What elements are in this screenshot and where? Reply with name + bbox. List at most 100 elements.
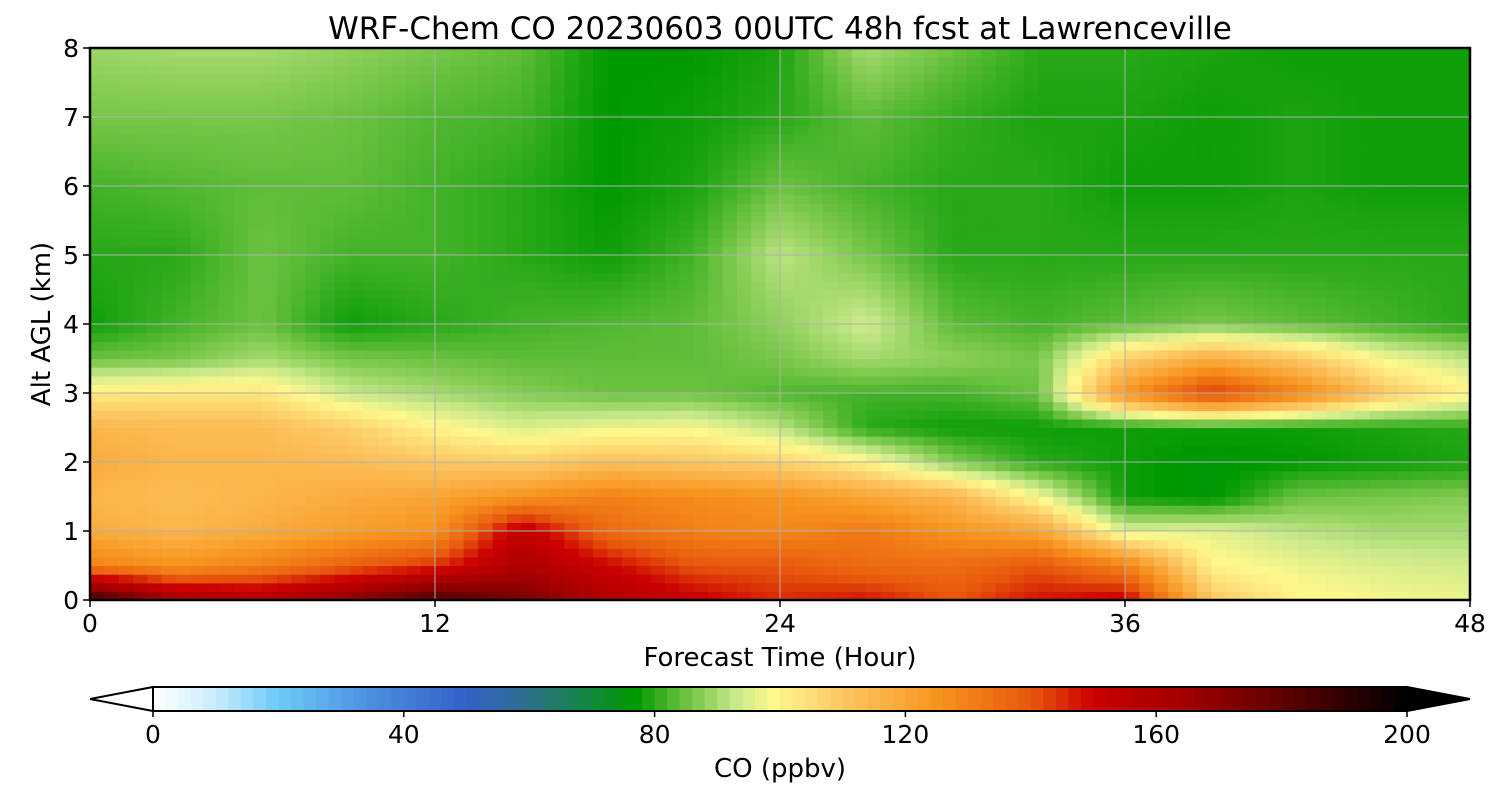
heatmap-cell [1455, 531, 1471, 541]
heatmap-cell [650, 160, 666, 170]
heatmap-cell [1182, 272, 1198, 282]
heatmap-cell [334, 246, 350, 256]
heatmap-cell [1139, 237, 1155, 247]
heatmap-cell [1067, 203, 1083, 213]
heatmap-cell [1426, 513, 1442, 523]
heatmap-cell [176, 375, 192, 385]
heatmap-cell [1168, 462, 1184, 472]
heatmap-cell [1283, 436, 1299, 446]
heatmap-cell [851, 203, 867, 213]
heatmap-cell [780, 306, 795, 316]
heatmap-cell [1182, 565, 1198, 575]
heatmap-cell [420, 582, 436, 592]
heatmap-cell [1096, 470, 1112, 480]
heatmap-cell [1053, 289, 1069, 299]
heatmap-cell [1369, 574, 1385, 584]
heatmap-cell [1096, 255, 1112, 265]
heatmap-cell [693, 427, 709, 437]
heatmap-cell [118, 332, 134, 342]
heatmap-cell [305, 453, 321, 463]
heatmap-cell [1441, 436, 1457, 446]
heatmap-cell [1053, 505, 1069, 515]
heatmap-cell [320, 418, 335, 429]
heatmap-cell [118, 289, 134, 299]
heatmap-cell [176, 315, 192, 325]
heatmap-cell [665, 255, 680, 265]
heatmap-cell [233, 272, 249, 282]
heatmap-cell [923, 280, 939, 291]
heatmap-cell [1125, 194, 1140, 204]
heatmap-cell [1340, 186, 1356, 196]
heatmap-cell [607, 565, 623, 575]
heatmap-cell [190, 470, 206, 480]
heatmap-cell [981, 384, 997, 394]
heatmap-cell [1225, 384, 1241, 394]
heatmap-cell [794, 237, 810, 247]
heatmap-cell [1283, 367, 1299, 377]
heatmap-cell [90, 591, 105, 601]
heatmap-cell [219, 324, 235, 334]
heatmap-cell [808, 237, 824, 247]
heatmap-cell [1211, 444, 1227, 454]
heatmap-cell [636, 280, 652, 291]
heatmap-cell [593, 462, 609, 472]
heatmap-cell [1426, 168, 1442, 178]
heatmap-cell [190, 522, 206, 532]
heatmap-cell [205, 367, 220, 377]
heatmap-cell [176, 539, 192, 549]
heatmap-cell [1153, 539, 1169, 549]
heatmap-cell [636, 418, 652, 429]
heatmap-cell [851, 349, 867, 360]
heatmap-cell [751, 289, 767, 299]
heatmap-cell [1067, 272, 1083, 282]
heatmap-cell [276, 393, 292, 403]
heatmap-cell [722, 548, 738, 558]
heatmap-cell [722, 220, 738, 230]
heatmap-cell [966, 591, 982, 601]
heatmap-cell [1268, 548, 1284, 558]
heatmap-cell [176, 341, 192, 351]
heatmap-cell [205, 203, 220, 213]
heatmap-cell [406, 496, 422, 506]
heatmap-cell [521, 375, 537, 385]
heatmap-cell [636, 220, 652, 230]
heatmap-cell [1297, 565, 1313, 575]
heatmap-cell [147, 349, 163, 360]
heatmap-cell [1125, 401, 1140, 411]
heatmap-cell [636, 496, 652, 506]
heatmap-cell [981, 410, 997, 420]
heatmap-cell [1182, 582, 1198, 592]
heatmap-cell [161, 487, 177, 498]
heatmap-cell [535, 436, 551, 446]
heatmap-cell [880, 151, 896, 161]
heatmap-cell [219, 470, 235, 480]
heatmap-cell [823, 427, 839, 437]
heatmap-cell [780, 556, 795, 567]
heatmap-cell [1340, 479, 1356, 489]
heatmap-cell [305, 160, 321, 170]
heatmap-cell [1024, 280, 1040, 291]
heatmap-cell [435, 186, 450, 196]
heatmap-cell [176, 462, 192, 472]
heatmap-cell [1110, 531, 1126, 541]
heatmap-cell [1196, 462, 1212, 472]
heatmap-cell [866, 332, 882, 342]
heatmap-cell [650, 453, 666, 463]
heatmap-cell [1211, 548, 1227, 558]
heatmap-cell [377, 220, 393, 230]
heatmap-cell [320, 556, 335, 567]
heatmap-cell [262, 505, 278, 515]
heatmap-cell [463, 436, 479, 446]
heatmap-cell [449, 582, 465, 592]
heatmap-cell [478, 272, 494, 282]
heatmap-cell [420, 237, 436, 247]
heatmap-cell [348, 358, 364, 368]
heatmap-cell [722, 177, 738, 187]
heatmap-cell [1369, 289, 1385, 299]
heatmap-cell [564, 427, 580, 437]
heatmap-cell [478, 298, 494, 308]
heatmap-cell [363, 160, 379, 170]
heatmap-cell [133, 298, 149, 308]
heatmap-cell [1067, 229, 1083, 239]
